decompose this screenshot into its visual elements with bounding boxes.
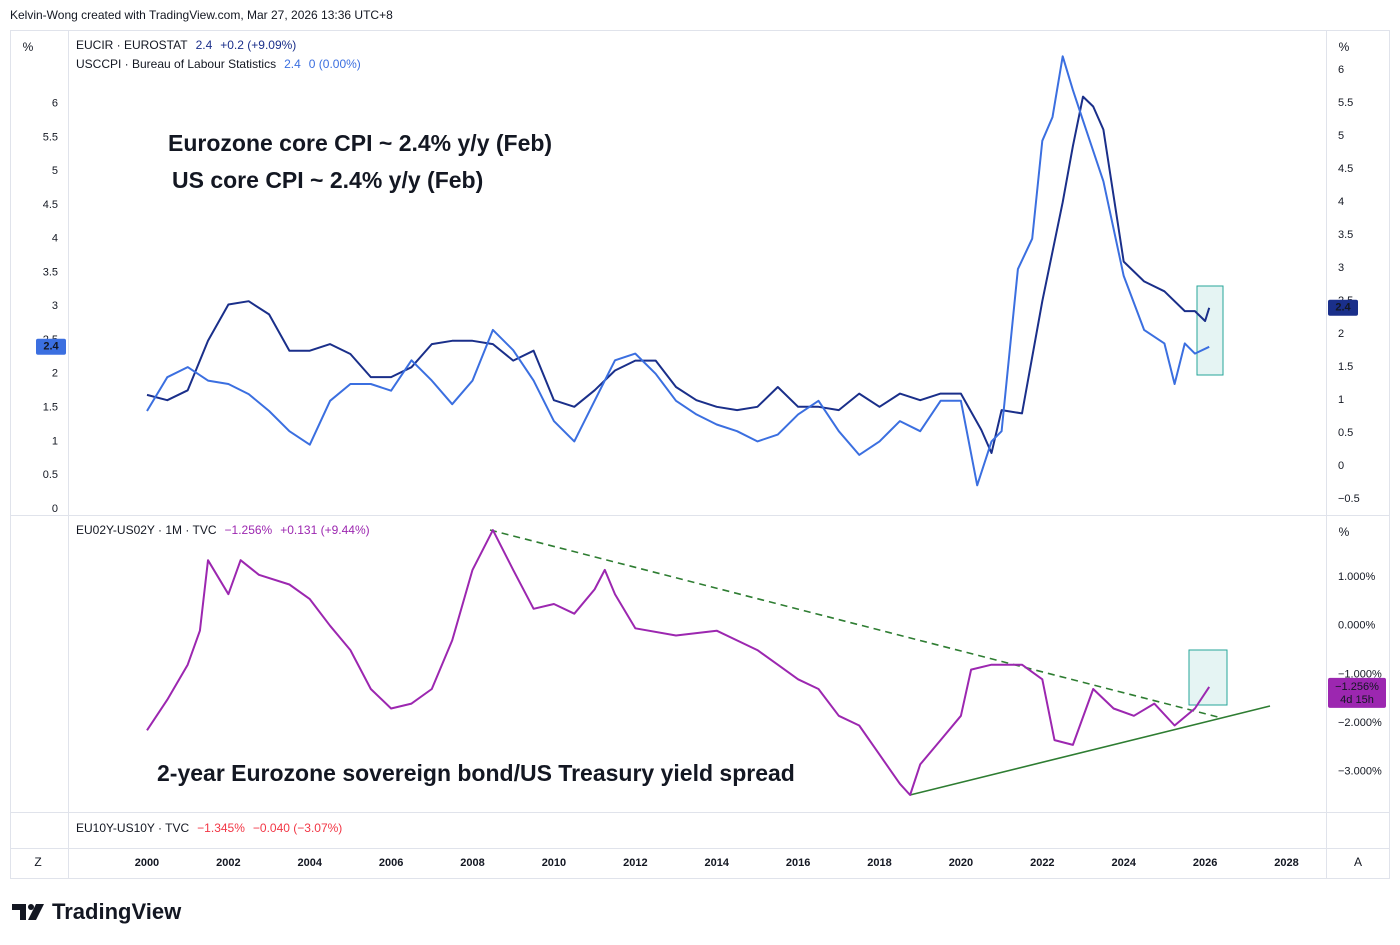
last-value-label: −1.256% xyxy=(1335,681,1379,693)
legend-value: −1.345% xyxy=(197,821,245,835)
x-tick-label: 2016 xyxy=(786,857,810,869)
y2-tick-label: 1.5 xyxy=(1338,361,1353,373)
legend-change: −0.040 (−3.07%) xyxy=(253,821,342,835)
y2-tick-label: 5 xyxy=(1338,130,1344,142)
legend-change: +0.2 (+9.09%) xyxy=(220,38,296,52)
chart-frame xyxy=(10,30,1390,879)
trendline-support xyxy=(909,705,1271,796)
zoom-button[interactable]: Z xyxy=(34,855,41,869)
y-tick-label: 0.000% xyxy=(1338,620,1376,632)
countdown-label: 4d 15h xyxy=(1340,694,1374,706)
last-value-box xyxy=(1328,299,1358,316)
annotation: US core CPI ~ 2.4% y/y (Feb) xyxy=(172,167,483,193)
y-tick-label: 6 xyxy=(52,98,58,110)
unit-label: % xyxy=(1339,525,1350,539)
y2-tick-label: 3 xyxy=(1338,262,1344,274)
unit-label: % xyxy=(1339,40,1350,54)
legend-value: −1.256% xyxy=(225,523,273,537)
legend-symbol: EU10Y-US10Y · TVC xyxy=(76,821,190,835)
x-tick-label: 2012 xyxy=(623,857,647,869)
last-value-box xyxy=(1328,677,1386,708)
y2-tick-label: 1 xyxy=(1338,394,1344,406)
brand-name: TradingView xyxy=(52,899,182,924)
y2-tick-label: 0 xyxy=(1338,460,1344,472)
y-tick-label: 2 xyxy=(52,368,58,380)
x-tick-label: 2008 xyxy=(460,857,484,869)
x-tick-label: 2010 xyxy=(542,857,566,869)
y-tick-label: 3.5 xyxy=(43,266,58,278)
y-tick-label: 3 xyxy=(52,300,58,312)
last-value-box xyxy=(36,338,66,355)
y-tick-label: 5.5 xyxy=(43,131,58,143)
last-value-label: 2.4 xyxy=(43,341,59,353)
y-tick-label: −3.000% xyxy=(1338,766,1382,778)
legend-symbol: USCCPI · Bureau of Labour Statistics xyxy=(76,57,276,71)
y2-tick-label: 2 xyxy=(1338,328,1344,340)
legend-value: 2.4 xyxy=(284,57,301,71)
series-line xyxy=(146,529,1211,796)
y-tick-label: 1 xyxy=(52,435,58,447)
legend-value: 2.4 xyxy=(196,38,213,52)
series-line xyxy=(146,95,1211,454)
y-tick-label: 4 xyxy=(52,233,58,245)
x-tick-label: 2000 xyxy=(135,857,159,869)
series-legend: EUCIR · EUROSTAT 2.4 +0.2 (+9.09%) xyxy=(76,38,296,52)
annotation: 2-year Eurozone sovereign bond/US Treasu… xyxy=(157,760,795,786)
legend-change: 0 (0.00%) xyxy=(309,57,361,71)
highlight-box xyxy=(1188,649,1228,706)
y2-tick-label: 4.5 xyxy=(1338,163,1353,175)
series-line xyxy=(146,55,1210,487)
y2-tick-label: −0.5 xyxy=(1338,493,1360,505)
y-tick-label: −1.000% xyxy=(1338,668,1382,680)
y-tick-label: 0.5 xyxy=(43,469,58,481)
x-tick-label: 2006 xyxy=(379,857,403,869)
x-tick-label: 2018 xyxy=(867,857,891,869)
x-tick-label: 2026 xyxy=(1193,857,1217,869)
auto-scale-button[interactable]: A xyxy=(1354,855,1362,869)
y2-tick-label: 5.5 xyxy=(1338,97,1353,109)
x-tick-label: 2024 xyxy=(1111,857,1136,869)
header-credit: Kelvin-Wong created with TradingView.com… xyxy=(10,8,393,22)
legend-symbol: EU02Y-US02Y · 1M · TVC xyxy=(76,523,217,537)
x-tick-label: 2002 xyxy=(216,857,240,869)
trendline-resistance xyxy=(489,529,1219,718)
pane-legend: EU10Y-US10Y · TVC −1.345% −0.040 (−3.07%) xyxy=(76,821,342,835)
legend-symbol: EUCIR · EUROSTAT xyxy=(76,38,188,52)
series-legend: USCCPI · Bureau of Labour Statistics 2.4 0… xyxy=(76,57,361,71)
y-tick-label: 5 xyxy=(52,165,58,177)
annotation: Eurozone core CPI ~ 2.4% y/y (Feb) xyxy=(168,130,552,156)
y-tick-label: 1.000% xyxy=(1338,571,1376,583)
series-legend: EU02Y-US02Y · 1M · TVC −1.256% +0.131 (+9.… xyxy=(76,523,370,537)
brand-logo xyxy=(12,904,44,920)
x-tick-label: 2022 xyxy=(1030,857,1054,869)
x-tick-label: 2014 xyxy=(704,857,729,869)
y-tick-label: 0 xyxy=(52,503,58,515)
last-value-label: 2.4 xyxy=(1335,302,1351,314)
legend-change: +0.131 (+9.44%) xyxy=(280,523,369,537)
y2-tick-label: 4 xyxy=(1338,196,1344,208)
x-tick-label: 2004 xyxy=(298,857,323,869)
y2-tick-label: 6 xyxy=(1338,64,1344,76)
highlight-box xyxy=(1196,285,1224,376)
x-tick-label: 2020 xyxy=(949,857,973,869)
y-tick-label: −2.000% xyxy=(1338,717,1382,729)
y2-tick-label: 3.5 xyxy=(1338,229,1353,241)
y-tick-label: 4.5 xyxy=(43,199,58,211)
unit-label: % xyxy=(23,40,34,54)
y2-tick-label: 0.5 xyxy=(1338,427,1353,439)
x-tick-label: 2028 xyxy=(1274,857,1298,869)
y-tick-label: 1.5 xyxy=(43,402,58,414)
